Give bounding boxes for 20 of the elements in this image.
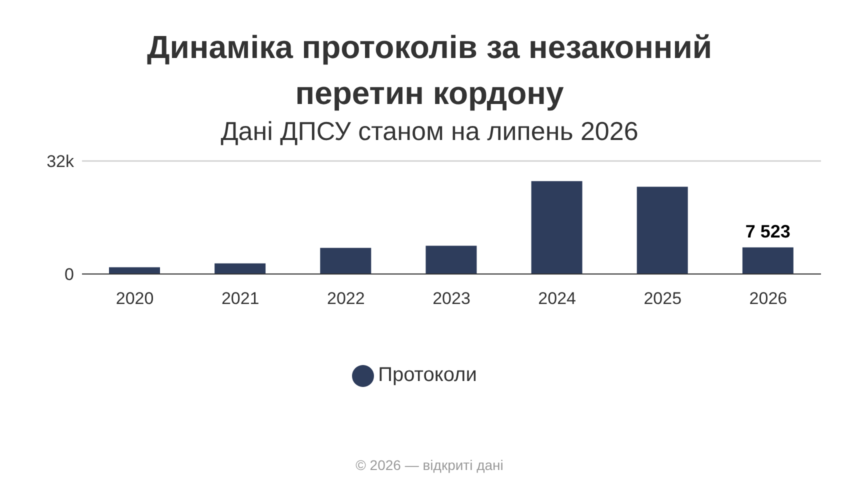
x-tick-label: 2026 [749, 289, 788, 308]
bar [320, 248, 372, 274]
x-tick-label: 2023 [432, 289, 470, 308]
x-tick-label: 2025 [644, 289, 682, 308]
bar [214, 263, 266, 274]
x-tick-label: 2020 [116, 289, 154, 308]
bar [636, 186, 688, 274]
x-tick-label: 2022 [327, 289, 365, 308]
x-tick-label: 2021 [221, 289, 260, 308]
chart-title: Динаміка протоколів за незаконний перетин кордону [146, 28, 714, 113]
chart-subtitle: Дані ДПСУ станом на липень 2026 [220, 116, 640, 147]
y-tick-label: 32k [46, 152, 74, 172]
data-label: 7 523 [745, 221, 790, 242]
legend-label: Протоколи [378, 364, 477, 386]
x-tick-label: 2024 [538, 289, 576, 308]
bar [426, 246, 477, 274]
text: © 2026 — відкриті дані [354, 457, 504, 473]
y-tick-label: 0 [64, 265, 74, 284]
bar [742, 247, 794, 274]
bar [531, 181, 582, 274]
